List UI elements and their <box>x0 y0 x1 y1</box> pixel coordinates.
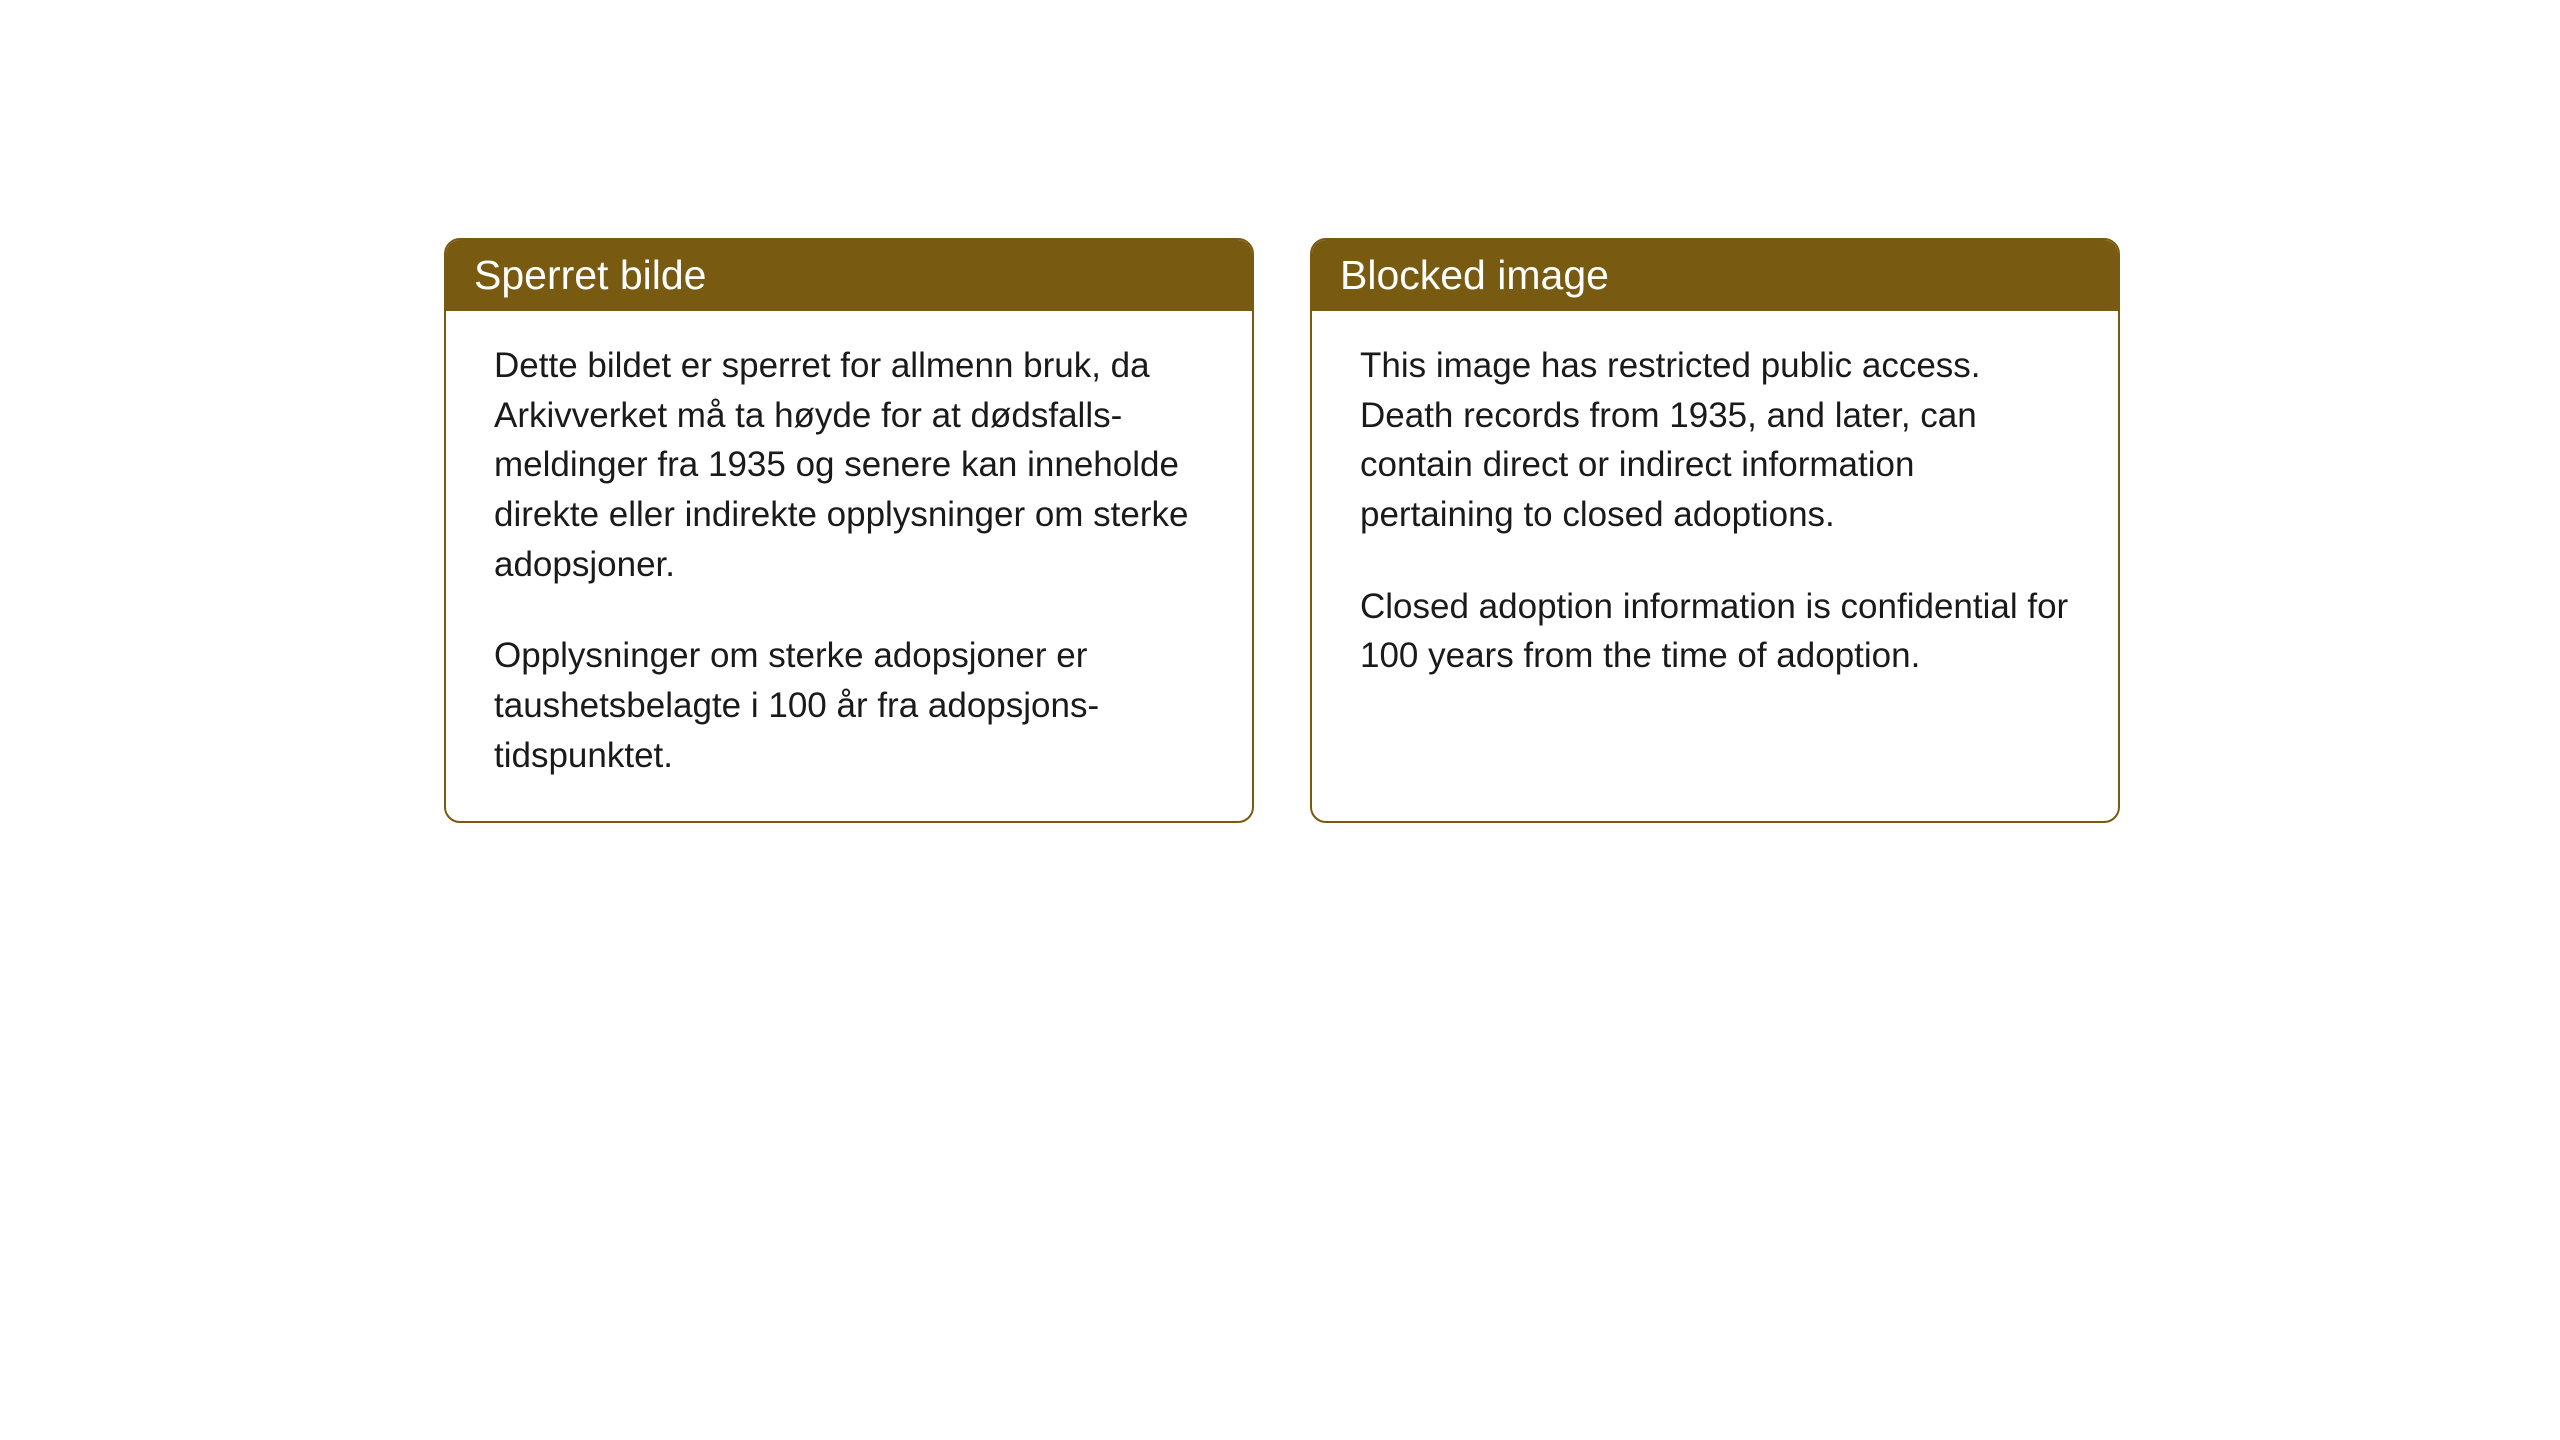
norwegian-card-body: Dette bildet er sperret for allmenn bruk… <box>446 311 1252 821</box>
notice-container: Sperret bilde Dette bildet er sperret fo… <box>444 238 2120 823</box>
norwegian-paragraph-2: Opplysninger om sterke adopsjoner er tau… <box>494 631 1204 780</box>
norwegian-card: Sperret bilde Dette bildet er sperret fo… <box>444 238 1254 823</box>
english-paragraph-1: This image has restricted public access.… <box>1360 341 2070 540</box>
norwegian-card-header: Sperret bilde <box>446 240 1252 311</box>
english-card: Blocked image This image has restricted … <box>1310 238 2120 823</box>
english-card-header: Blocked image <box>1312 240 2118 311</box>
english-card-body: This image has restricted public access.… <box>1312 311 2118 721</box>
english-paragraph-2: Closed adoption information is confident… <box>1360 582 2070 681</box>
norwegian-paragraph-1: Dette bildet er sperret for allmenn bruk… <box>494 341 1204 589</box>
